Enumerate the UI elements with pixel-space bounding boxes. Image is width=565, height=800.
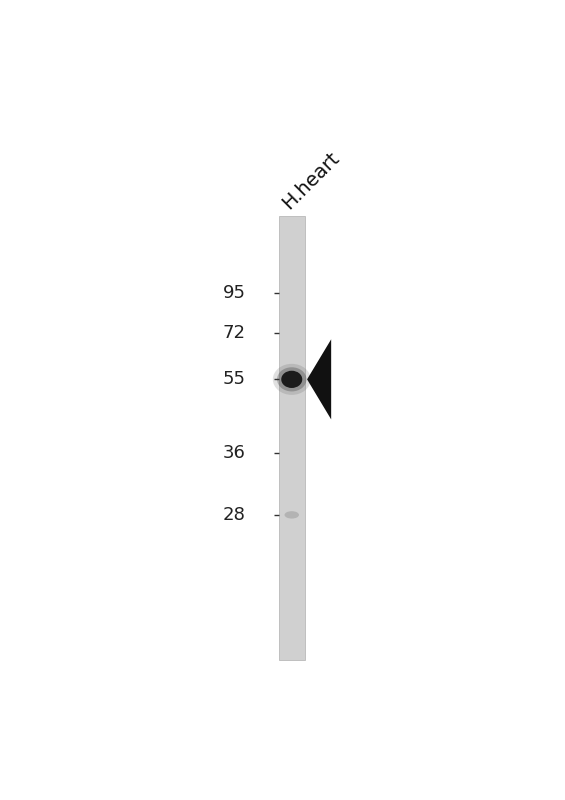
Text: 36: 36 <box>223 444 246 462</box>
Text: 28: 28 <box>223 506 246 524</box>
Ellipse shape <box>281 370 302 388</box>
Text: 95: 95 <box>223 284 246 302</box>
Polygon shape <box>307 339 331 419</box>
Ellipse shape <box>277 367 306 391</box>
Bar <box>279 216 305 660</box>
Ellipse shape <box>285 511 299 518</box>
Text: 55: 55 <box>223 370 246 388</box>
Text: H.heart: H.heart <box>279 149 344 213</box>
Ellipse shape <box>273 364 311 395</box>
Text: 72: 72 <box>223 324 246 342</box>
